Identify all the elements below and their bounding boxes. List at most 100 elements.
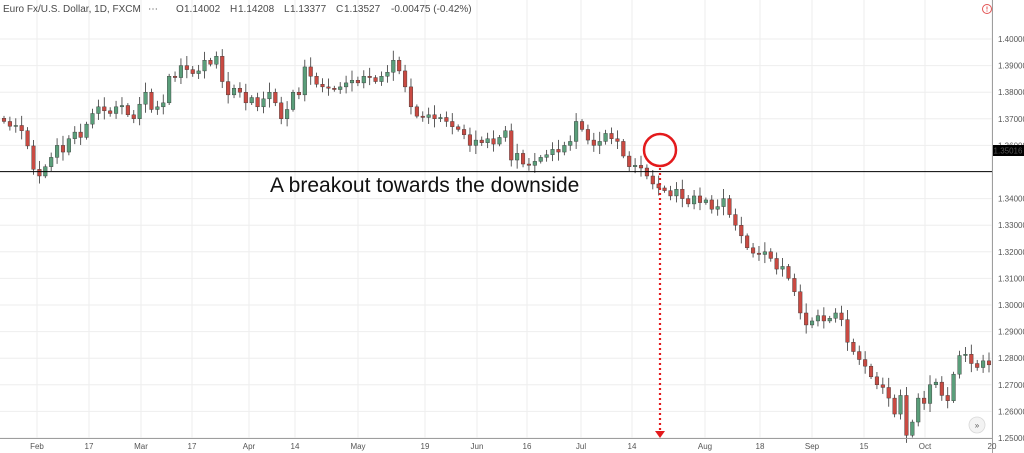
candle-body xyxy=(851,342,856,352)
candle-body xyxy=(232,88,237,96)
candle-body xyxy=(609,133,614,139)
candle-body xyxy=(178,65,183,78)
candle-body xyxy=(975,363,980,368)
candle-body xyxy=(733,214,738,226)
scroll-to-latest-button[interactable]: » xyxy=(968,416,986,434)
candle-body xyxy=(686,198,691,205)
candle-body xyxy=(379,76,384,82)
x-tick-label: Jul xyxy=(576,442,586,451)
candle-body xyxy=(19,125,24,131)
candle-body xyxy=(290,91,296,110)
candle-body xyxy=(155,106,160,110)
candle-body xyxy=(810,320,815,326)
candle-body xyxy=(874,376,879,386)
candle-body xyxy=(84,123,89,138)
candle-body xyxy=(214,56,219,65)
candle-body xyxy=(786,266,791,279)
candle-body xyxy=(792,278,797,292)
breakout-annotation: A breakout towards the downside xyxy=(270,132,678,438)
x-tick-label: 14 xyxy=(291,442,300,451)
candle-body xyxy=(332,88,337,90)
candle-body xyxy=(249,97,254,104)
candle-body xyxy=(697,195,703,203)
candle-body xyxy=(243,91,248,104)
header-dots[interactable]: ⋯ xyxy=(148,4,158,15)
candle-body xyxy=(927,384,933,404)
candle-body xyxy=(568,141,573,146)
candle-body xyxy=(184,65,189,70)
y-tick-label: 1.27000 xyxy=(998,381,1024,390)
candle-body xyxy=(408,86,414,108)
candle-body xyxy=(509,130,514,161)
price-grid xyxy=(0,0,993,439)
candle-body xyxy=(143,91,148,105)
candle-body xyxy=(798,291,803,314)
candle-body xyxy=(768,251,773,259)
candle-body xyxy=(898,395,903,415)
y-tick-label: 1.38000 xyxy=(998,88,1024,97)
candle-body xyxy=(544,154,549,158)
candle-body xyxy=(591,139,596,146)
candle-body xyxy=(426,114,431,118)
candle-body xyxy=(31,145,36,170)
candle-body xyxy=(397,60,402,72)
candle-body xyxy=(662,187,667,191)
candle-body xyxy=(403,70,408,88)
candle-body xyxy=(574,121,579,142)
candle-body xyxy=(485,138,490,143)
candle-body xyxy=(60,145,66,153)
candle-body xyxy=(391,60,396,73)
candle-body xyxy=(37,169,42,177)
candle-body xyxy=(96,106,101,114)
candle-body xyxy=(668,190,673,197)
candle-body xyxy=(621,141,626,157)
candle-body xyxy=(479,139,484,143)
candle-body xyxy=(827,318,832,322)
level-price-badge: 1.35016 xyxy=(993,145,1024,156)
candle-body xyxy=(916,397,921,423)
candle-body xyxy=(190,69,195,74)
candle-body xyxy=(692,195,697,205)
candle-body xyxy=(627,155,632,167)
candle-body xyxy=(751,247,756,254)
x-tick-label: May xyxy=(350,442,365,451)
candle-body xyxy=(892,397,897,415)
high-label: H xyxy=(230,4,237,15)
double-chevron-right-icon: » xyxy=(975,421,980,430)
candle-body xyxy=(680,189,685,199)
candle-body xyxy=(957,355,962,375)
candle-body xyxy=(173,76,178,78)
candle-body xyxy=(149,91,154,110)
candle-body xyxy=(532,161,537,166)
candle-body xyxy=(986,360,992,366)
candle-body xyxy=(538,157,543,162)
candle-body xyxy=(72,131,77,139)
y-tick-label: 1.26000 xyxy=(998,407,1024,416)
low-value: 1.13377 xyxy=(290,4,327,15)
candle-body xyxy=(261,98,266,108)
candle-body xyxy=(821,315,826,322)
x-tick-label: 19 xyxy=(421,442,430,451)
projection-arrow-head xyxy=(655,431,665,438)
candle-body xyxy=(49,157,54,167)
x-tick-label: 17 xyxy=(85,442,94,451)
y-tick-label: 1.39000 xyxy=(998,62,1024,71)
candle-body xyxy=(615,138,620,142)
x-tick-label: Sep xyxy=(805,442,820,451)
candle-body xyxy=(255,97,260,108)
candle-body xyxy=(709,199,714,210)
candle-body xyxy=(963,354,968,356)
alert-icon[interactable] xyxy=(982,4,992,14)
candle-body xyxy=(556,149,561,153)
close-value: 1.13527 xyxy=(344,4,381,15)
candle-body xyxy=(456,126,461,130)
high-value: 1.14208 xyxy=(238,4,275,15)
candle-body xyxy=(220,56,225,82)
candle-body xyxy=(869,365,874,378)
y-tick-label: 1.25000 xyxy=(998,434,1024,443)
candle-body xyxy=(90,113,95,125)
candle-body xyxy=(462,129,467,135)
candle-body xyxy=(444,117,449,122)
